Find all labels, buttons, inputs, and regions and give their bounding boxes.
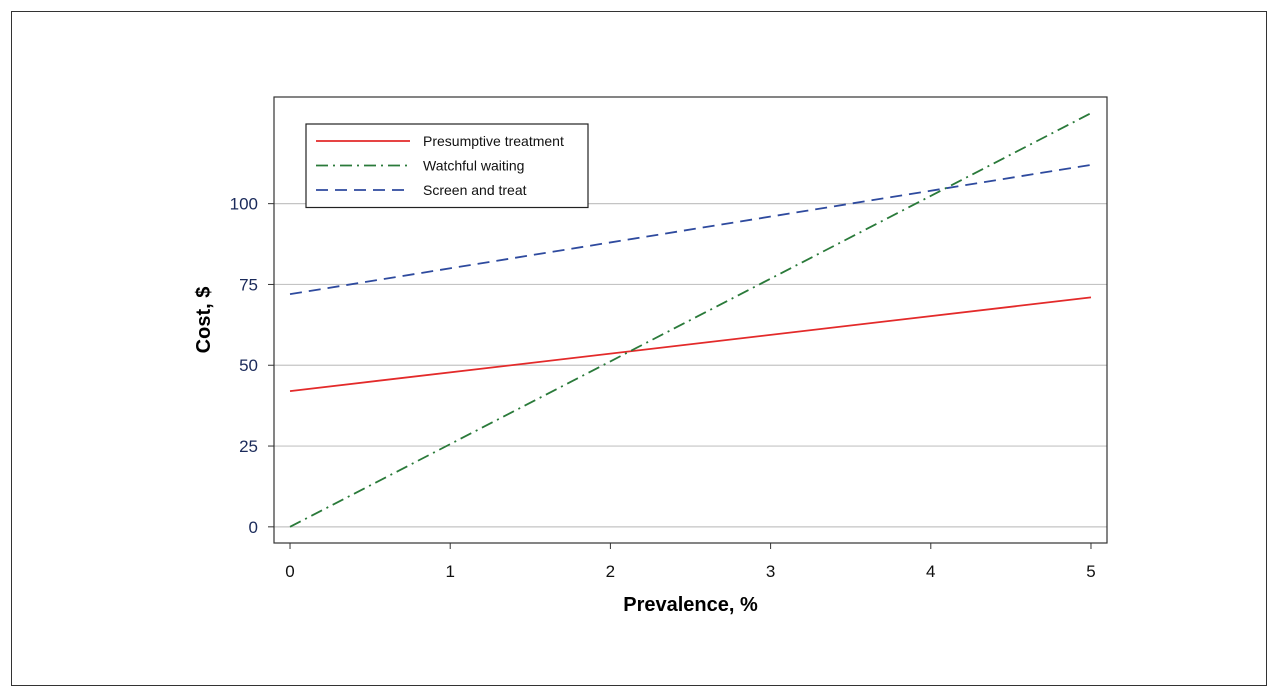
x-tick-label: 1 — [445, 562, 454, 581]
plot-area — [273, 96, 1108, 544]
x-tick-label: 2 — [606, 562, 615, 581]
legend-box — [305, 123, 589, 209]
x-tick-label: 5 — [1086, 562, 1095, 581]
legend-label: Screen and treat — [423, 182, 527, 198]
legend: Presumptive treatment Watchful waiting Scr… — [305, 123, 589, 209]
axis-ticks: 0 25 50 75 100 0 1 2 3 4 5 — [230, 195, 1096, 581]
y-tick-label: 0 — [249, 518, 258, 537]
x-tick-label: 3 — [766, 562, 775, 581]
series-lines — [289, 112, 1092, 528]
x-axis-title: Prevalence, % — [623, 594, 758, 616]
y-tick-label: 100 — [230, 195, 258, 214]
y-tick-label: 75 — [239, 275, 258, 294]
series-line-watchful-waiting — [289, 112, 1092, 528]
series-line-screen-and-treat — [289, 163, 1092, 296]
figure-frame — [11, 11, 1267, 686]
series-line-presumptive-treatment — [289, 296, 1092, 392]
y-axis-title: Cost, $ — [193, 287, 215, 354]
legend-label: Presumptive treatment — [423, 133, 564, 149]
gridlines — [274, 203, 1107, 528]
y-tick-label: 25 — [239, 437, 258, 456]
legend-label: Watchful waiting — [423, 158, 524, 174]
x-tick-label: 4 — [926, 562, 935, 581]
y-tick-label: 50 — [239, 356, 258, 375]
x-tick-label: 0 — [285, 562, 294, 581]
